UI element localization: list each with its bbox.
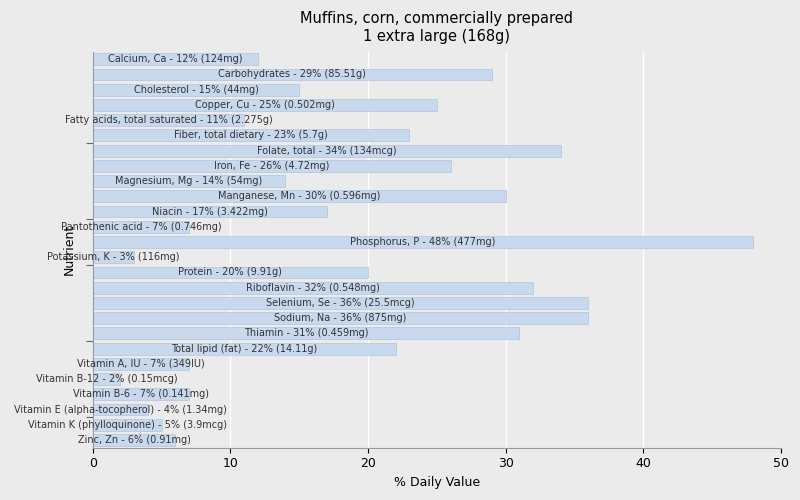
Bar xyxy=(93,68,492,80)
Text: Potassium, K - 3% (116mg): Potassium, K - 3% (116mg) xyxy=(47,252,180,262)
Text: Sodium, Na - 36% (875mg): Sodium, Na - 36% (875mg) xyxy=(274,313,406,323)
Text: Vitamin A, IU - 7% (349IU): Vitamin A, IU - 7% (349IU) xyxy=(77,359,205,369)
Text: Iron, Fe - 26% (4.72mg): Iron, Fe - 26% (4.72mg) xyxy=(214,161,330,171)
Bar xyxy=(93,206,326,218)
Text: Zinc, Zn - 6% (0.91mg): Zinc, Zn - 6% (0.91mg) xyxy=(78,435,190,445)
Bar xyxy=(93,373,120,385)
Text: Thiamin - 31% (0.459mg): Thiamin - 31% (0.459mg) xyxy=(244,328,368,338)
Text: Vitamin K (phylloquinone) - 5% (3.9mcg): Vitamin K (phylloquinone) - 5% (3.9mcg) xyxy=(28,420,226,430)
Bar xyxy=(93,114,244,126)
Text: Total lipid (fat) - 22% (14.11g): Total lipid (fat) - 22% (14.11g) xyxy=(171,344,318,353)
Text: Cholesterol - 15% (44mg): Cholesterol - 15% (44mg) xyxy=(134,84,258,94)
Text: Carbohydrates - 29% (85.51g): Carbohydrates - 29% (85.51g) xyxy=(218,70,366,80)
Text: Selenium, Se - 36% (25.5mcg): Selenium, Se - 36% (25.5mcg) xyxy=(266,298,414,308)
Text: Protein - 20% (9.91g): Protein - 20% (9.91g) xyxy=(178,268,282,278)
X-axis label: % Daily Value: % Daily Value xyxy=(394,476,480,489)
Text: Fiber, total dietary - 23% (5.7g): Fiber, total dietary - 23% (5.7g) xyxy=(174,130,328,140)
Bar xyxy=(93,358,189,370)
Text: Vitamin B-12 - 2% (0.15mcg): Vitamin B-12 - 2% (0.15mcg) xyxy=(36,374,178,384)
Text: Vitamin B-6 - 7% (0.141mg): Vitamin B-6 - 7% (0.141mg) xyxy=(73,390,209,400)
Title: Muffins, corn, commercially prepared
1 extra large (168g): Muffins, corn, commercially prepared 1 e… xyxy=(300,11,574,44)
Bar xyxy=(93,130,410,141)
Text: Riboflavin - 32% (0.548mg): Riboflavin - 32% (0.548mg) xyxy=(246,282,380,292)
Bar xyxy=(93,342,395,354)
Bar xyxy=(93,160,450,172)
Text: Vitamin E (alpha-tocopherol) - 4% (1.34mg): Vitamin E (alpha-tocopherol) - 4% (1.34m… xyxy=(14,404,226,414)
Bar xyxy=(93,328,519,340)
Bar xyxy=(93,190,506,202)
Text: Niacin - 17% (3.422mg): Niacin - 17% (3.422mg) xyxy=(152,206,268,216)
Bar xyxy=(93,84,299,96)
Bar xyxy=(93,99,437,111)
Bar xyxy=(93,312,588,324)
Text: Copper, Cu - 25% (0.502mg): Copper, Cu - 25% (0.502mg) xyxy=(195,100,334,110)
Bar xyxy=(93,252,134,263)
Text: Phosphorus, P - 48% (477mg): Phosphorus, P - 48% (477mg) xyxy=(350,237,496,247)
Bar xyxy=(93,266,368,278)
Text: Manganese, Mn - 30% (0.596mg): Manganese, Mn - 30% (0.596mg) xyxy=(218,192,380,202)
Bar xyxy=(93,144,561,156)
Bar xyxy=(93,419,162,430)
Bar xyxy=(93,221,189,232)
Text: Folate, total - 34% (134mcg): Folate, total - 34% (134mcg) xyxy=(257,146,397,156)
Bar xyxy=(93,404,148,415)
Bar xyxy=(93,282,533,294)
Text: Fatty acids, total saturated - 11% (2.275g): Fatty acids, total saturated - 11% (2.27… xyxy=(65,115,272,125)
Bar xyxy=(93,236,754,248)
Text: Magnesium, Mg - 14% (54mg): Magnesium, Mg - 14% (54mg) xyxy=(115,176,262,186)
Bar xyxy=(93,175,286,187)
Bar xyxy=(93,297,588,309)
Bar xyxy=(93,54,258,65)
Y-axis label: Nutrient: Nutrient xyxy=(62,224,75,275)
Text: Pantothenic acid - 7% (0.746mg): Pantothenic acid - 7% (0.746mg) xyxy=(61,222,222,232)
Bar xyxy=(93,434,175,446)
Bar xyxy=(93,388,189,400)
Text: Calcium, Ca - 12% (124mg): Calcium, Ca - 12% (124mg) xyxy=(108,54,242,64)
